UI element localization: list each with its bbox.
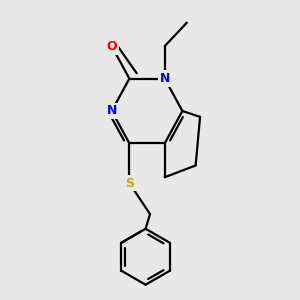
Text: N: N [106,104,117,118]
Text: O: O [106,40,117,53]
Text: N: N [160,72,170,85]
Text: S: S [125,177,134,190]
